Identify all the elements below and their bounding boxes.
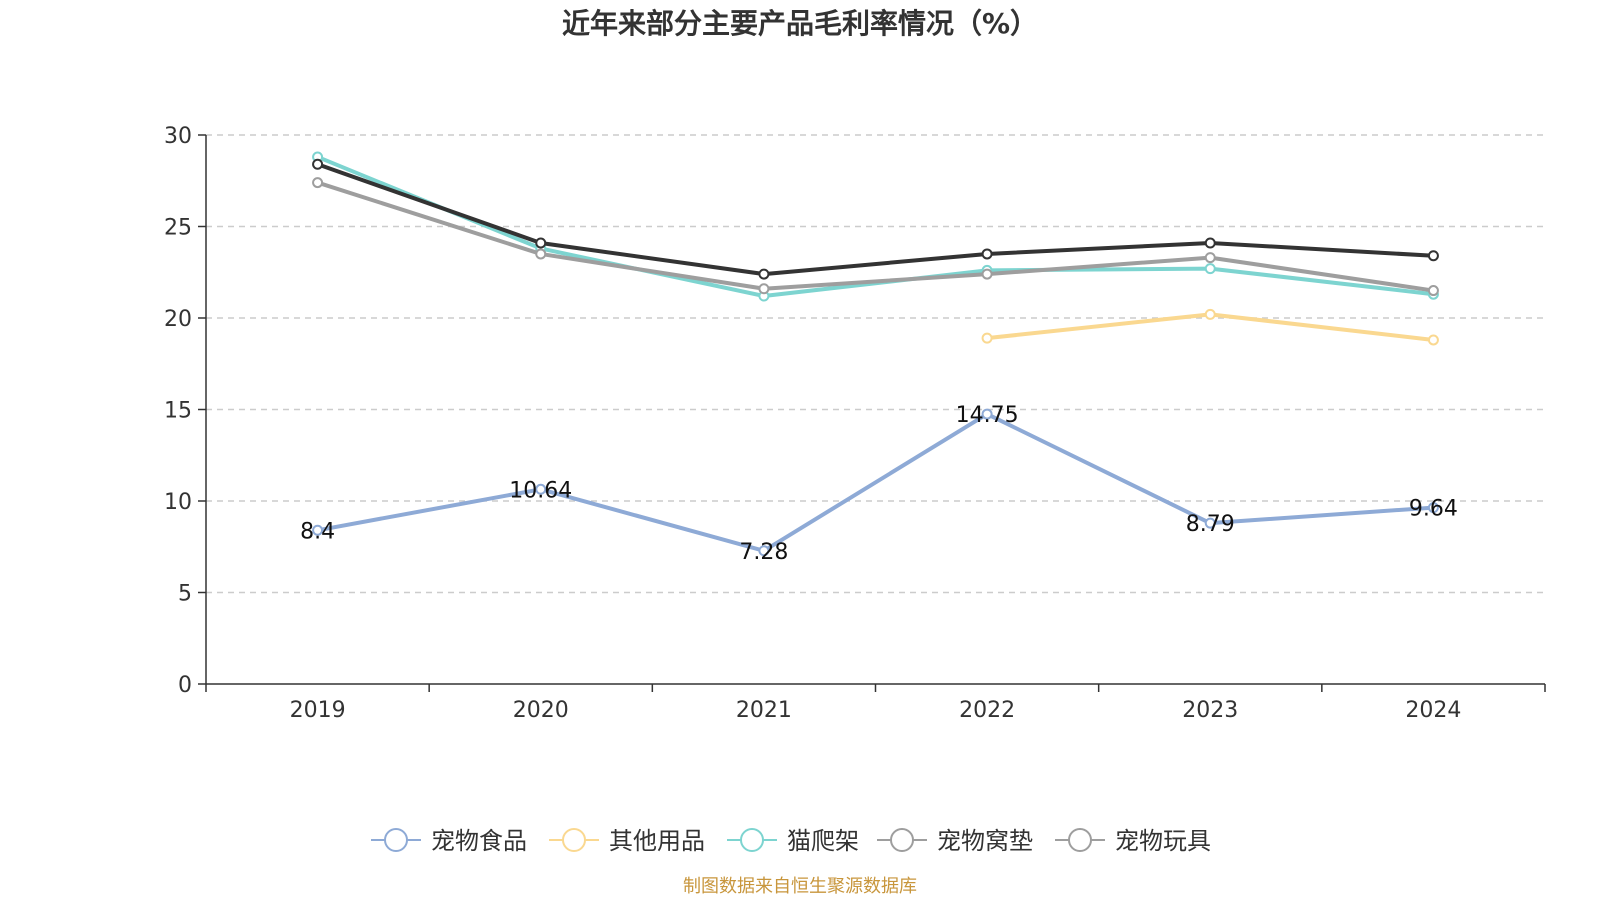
data-point xyxy=(1427,502,1439,514)
x-tick-label: 2020 xyxy=(513,698,569,723)
data-point xyxy=(1204,263,1216,275)
data-label: 14.75 xyxy=(956,403,1019,428)
legend-marker-icon xyxy=(562,828,586,852)
data-point xyxy=(758,545,770,557)
data-point xyxy=(1204,252,1216,264)
data-label: 7.28 xyxy=(739,540,788,565)
data-point xyxy=(981,332,993,344)
chart-title: 近年来部分主要产品毛利率情况（%） xyxy=(562,7,1038,40)
y-tick-label: 10 xyxy=(164,490,192,515)
legend[interactable]: 宠物食品 其他用品 猫爬架 宠物窝垫 宠物玩具 xyxy=(371,827,1211,855)
y-tick-label: 30 xyxy=(164,124,192,149)
data-point xyxy=(758,283,770,295)
legend-label: 宠物玩具 xyxy=(1115,827,1211,855)
data-labels: 8.4 10.64 7.28 14.75 8.79 9.64 xyxy=(300,403,1458,565)
data-point xyxy=(312,158,324,170)
data-point xyxy=(312,524,324,536)
grid-lines xyxy=(206,134,1545,594)
data-point xyxy=(1204,517,1216,529)
y-tick-label: 20 xyxy=(164,307,192,332)
x-tick-label: 2024 xyxy=(1405,698,1461,723)
legend-label: 宠物窝垫 xyxy=(937,827,1033,855)
data-point xyxy=(758,268,770,280)
y-tick-label: 25 xyxy=(164,216,192,241)
series-line-宠物玩具 xyxy=(315,162,1436,277)
x-tick-label: 2019 xyxy=(290,698,346,723)
x-tick-label: 2021 xyxy=(736,698,792,723)
legend-marker-icon xyxy=(740,828,764,852)
legend-item[interactable]: 宠物窝垫 xyxy=(877,827,1033,855)
x-tick-label: 2023 xyxy=(1182,698,1238,723)
y-tick-label: 5 xyxy=(178,582,192,607)
legend-marker-icon xyxy=(384,828,408,852)
x-tick-label: 2022 xyxy=(959,698,1015,723)
series-line-宠物窝垫 xyxy=(315,180,1436,293)
data-point xyxy=(535,483,547,495)
legend-marker-icon xyxy=(890,828,914,852)
data-label: 10.64 xyxy=(509,478,572,503)
data-point xyxy=(981,408,993,420)
data-point xyxy=(535,237,547,249)
legend-marker-icon xyxy=(1068,828,1092,852)
data-point xyxy=(1427,285,1439,297)
data-label: 8.79 xyxy=(1186,512,1235,537)
source-note: 制图数据来自恒生聚源数据库 xyxy=(683,876,917,897)
axes: 0 5 10 15 20 25 30 2019 2020 2021 2022 2023 2024 xyxy=(164,124,1546,723)
series-group xyxy=(312,151,1439,557)
data-point xyxy=(1427,334,1439,346)
data-point xyxy=(981,268,993,280)
y-tick-label: 0 xyxy=(178,673,192,698)
series-line-宠物食品 xyxy=(315,412,1436,553)
legend-item[interactable]: 其他用品 xyxy=(549,827,705,855)
data-point xyxy=(1204,237,1216,249)
data-point xyxy=(312,177,324,189)
data-point xyxy=(981,248,993,260)
legend-item[interactable]: 猫爬架 xyxy=(727,827,859,855)
legend-item[interactable]: 宠物玩具 xyxy=(1055,827,1211,855)
data-label: 8.4 xyxy=(300,519,335,544)
legend-label: 其他用品 xyxy=(609,827,705,855)
legend-label: 猫爬架 xyxy=(787,827,859,855)
data-point xyxy=(1427,250,1439,262)
data-point xyxy=(1204,308,1216,320)
data-point xyxy=(535,248,547,260)
y-tick-label: 15 xyxy=(164,399,192,424)
legend-label: 宠物食品 xyxy=(431,827,527,855)
data-label: 9.64 xyxy=(1409,497,1458,522)
legend-item[interactable]: 宠物食品 xyxy=(371,827,527,855)
